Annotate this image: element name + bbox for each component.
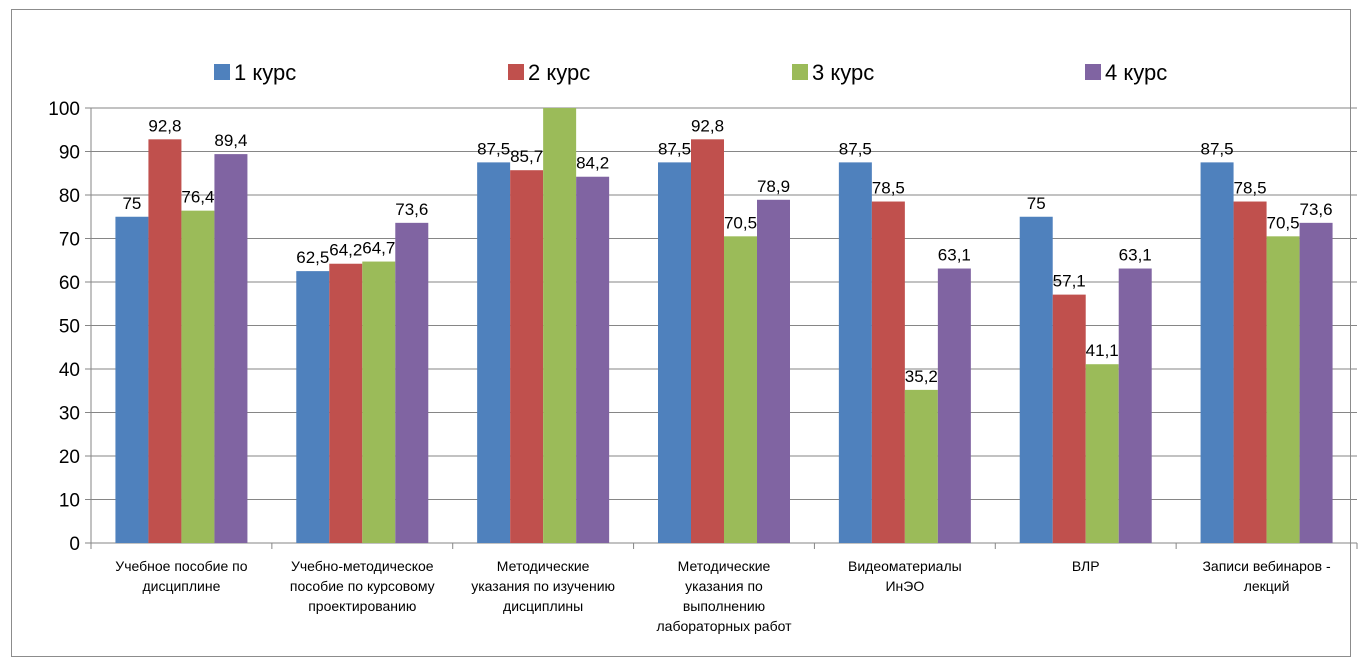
data-label: 73,6 (395, 200, 428, 219)
bar (1233, 201, 1267, 543)
data-label: 63,1 (1119, 246, 1152, 265)
x-tick-label-line: Учебное пособие по (115, 558, 247, 574)
y-tick-label: 60 (59, 273, 80, 294)
x-tick-label-line: Методические (497, 558, 590, 574)
x-tick-label-line: Учебно-методическое (291, 558, 434, 574)
bar (724, 236, 757, 543)
y-tick-label: 30 (59, 404, 80, 425)
data-label: 92,8 (691, 116, 724, 135)
bar (214, 154, 248, 544)
data-label: 87,5 (658, 139, 691, 158)
y-tick-label: 100 (48, 99, 80, 120)
bar (362, 261, 396, 543)
data-label: 75 (122, 194, 141, 213)
x-tick-label: ВЛР (1072, 558, 1100, 574)
data-label: 57,1 (1053, 272, 1086, 291)
x-tick-label-line: проектированию (308, 598, 416, 614)
x-tick-label-line: лекций (1244, 578, 1290, 594)
bar (148, 139, 182, 543)
data-label: 87,5 (477, 139, 510, 158)
legend-swatch (792, 64, 808, 80)
legend-label: 3 курс (812, 60, 874, 85)
x-tick-label: Методические указания по изучению дисципли… (471, 558, 615, 614)
data-label: 75 (1027, 194, 1046, 213)
x-tick-label-line: пособие по курсовому (290, 578, 435, 594)
bar (329, 263, 363, 543)
x-tick-label-line: указания по изучению (471, 578, 615, 594)
data-label: 76,4 (181, 188, 214, 207)
bar (838, 162, 872, 543)
legend-label: 2 курс (528, 60, 590, 85)
y-tick-label: 90 (59, 143, 80, 164)
x-tick-label-line: ВЛР (1072, 558, 1100, 574)
data-label: 63,1 (938, 246, 971, 265)
bar (757, 199, 790, 543)
y-tick-label: 10 (59, 491, 80, 512)
y-tick-label: 50 (59, 317, 80, 338)
x-tick-label-line: дисциплине (142, 578, 220, 594)
x-tick-label-line: указания по (685, 578, 763, 594)
y-tick-label: 0 (69, 534, 80, 555)
y-tick-label: 20 (59, 447, 80, 468)
bar (1299, 222, 1333, 543)
x-tick-label: Учебно-методическое пособие по курсовому п… (290, 558, 435, 614)
legend-swatch (1085, 64, 1101, 80)
legend-label: 4 курс (1105, 60, 1167, 85)
x-tick-label-line: выполнению (683, 598, 765, 614)
x-tick-label: Видеоматериалы ИнЭО (848, 558, 962, 594)
y-tick-label: 80 (59, 186, 80, 207)
data-label: 78,5 (872, 179, 905, 198)
bar (871, 201, 905, 543)
bar (543, 108, 577, 543)
x-tick-label-line: лабораторных работ (656, 618, 792, 634)
bar (181, 210, 215, 543)
data-label: 87,5 (839, 139, 872, 158)
data-label: 73,6 (1300, 200, 1333, 219)
x-tick-label-line: дисциплины (503, 598, 583, 614)
data-label: 87,5 (1201, 139, 1234, 158)
bar (1085, 364, 1119, 543)
data-label: 85,7 (510, 147, 543, 166)
bar (1019, 216, 1053, 543)
bar (576, 176, 610, 544)
bar (1118, 268, 1152, 543)
data-label: 62,5 (296, 248, 329, 267)
data-label: 70,5 (724, 213, 757, 232)
bar (510, 170, 544, 543)
bar (1266, 236, 1300, 543)
bar (1200, 162, 1234, 543)
bar (937, 268, 971, 543)
data-label: 64,7 (362, 239, 395, 258)
bar (691, 139, 724, 543)
data-label: 41,1 (1086, 341, 1119, 360)
x-tick-label-line: Методические (678, 558, 771, 574)
data-label: 64,2 (329, 241, 362, 260)
bar (395, 222, 429, 543)
data-label: 89,4 (214, 131, 247, 150)
bar (477, 162, 511, 543)
x-tick-label: Методические указания по выполнению лаборат… (656, 558, 792, 634)
y-tick-label: 40 (59, 360, 80, 381)
legend-swatch (214, 64, 230, 80)
x-tick-label-line: Записи вебинаров - (1202, 558, 1331, 574)
x-tick-label: Учебное пособие по дисциплине (115, 558, 247, 594)
y-tick-label: 70 (59, 230, 80, 251)
data-label: 84,2 (576, 154, 609, 173)
x-tick-label-line: ИнЭО (885, 578, 924, 594)
x-tick-label-line: Видеоматериалы (848, 558, 962, 574)
bar (1052, 294, 1086, 543)
data-label: 92,8 (148, 116, 181, 135)
bar (296, 271, 330, 543)
legend-swatch (508, 64, 524, 80)
bar (904, 389, 938, 543)
legend-label: 1 курс (234, 60, 296, 85)
x-tick-label: Записи вебинаров - лекций (1202, 558, 1331, 594)
data-label: 70,5 (1267, 213, 1300, 232)
data-label: 78,5 (1234, 179, 1267, 198)
bar (658, 162, 691, 543)
data-label: 35,2 (905, 367, 938, 386)
data-label: 78,9 (757, 177, 790, 196)
bar (115, 216, 149, 543)
